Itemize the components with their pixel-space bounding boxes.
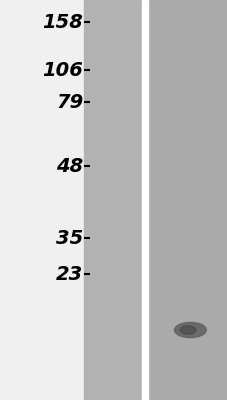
- Bar: [84, 0, 142, 400]
- Text: 23: 23: [56, 264, 83, 284]
- Bar: [147, 0, 227, 400]
- Text: 158: 158: [42, 12, 83, 32]
- Text: 106: 106: [42, 60, 83, 80]
- Bar: [142, 0, 147, 400]
- Text: 48: 48: [56, 156, 83, 176]
- Text: 79: 79: [56, 92, 83, 112]
- Ellipse shape: [179, 326, 195, 334]
- Text: 35: 35: [56, 228, 83, 248]
- Ellipse shape: [174, 322, 205, 338]
